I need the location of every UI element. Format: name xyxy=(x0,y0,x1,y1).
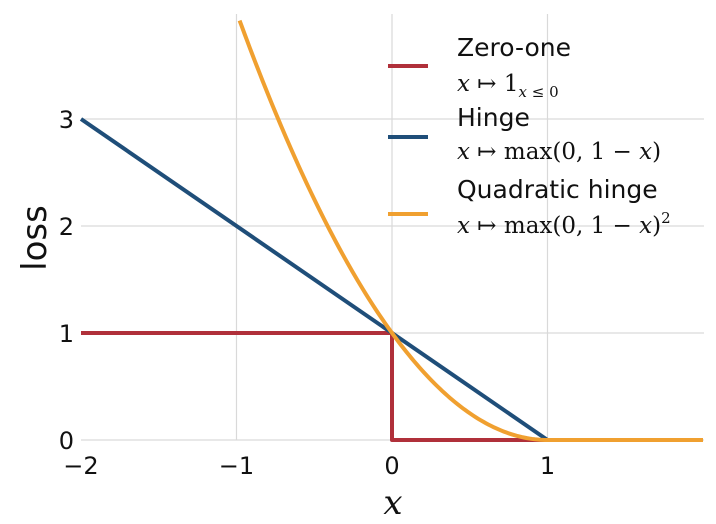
series-line-quadratic-hinge xyxy=(237,19,703,442)
y-tick-label: 2 xyxy=(59,213,74,241)
y-tick-label: 0 xyxy=(59,427,74,455)
legend-name-hinge: Hinge xyxy=(457,103,530,132)
y-tick-label: 1 xyxy=(59,320,74,348)
series-lines xyxy=(79,19,703,442)
y-axis-label: loss xyxy=(15,205,55,271)
x-tick-label: −2 xyxy=(63,452,98,480)
x-axis-label: x xyxy=(383,483,402,523)
legend-name-quadratic-hinge: Quadratic hinge xyxy=(457,175,658,204)
x-tick-label: 0 xyxy=(384,452,399,480)
tick-labels: −2 −1 0 1 0 1 2 3 xyxy=(59,106,555,480)
legend-name-zero-one: Zero-one xyxy=(457,33,571,62)
legend-formula-hinge: x ↦ max(0, 1 − x) xyxy=(457,139,661,165)
legend-formula-quadratic-hinge: x ↦ max(0, 1 − x)2 xyxy=(457,209,671,239)
x-tick-label: −1 xyxy=(219,452,254,480)
x-tick-label: 1 xyxy=(540,452,555,480)
legend: Zero-one x ↦ 1x ≤ 0 Hinge x ↦ max(0, 1 −… xyxy=(388,33,671,239)
series-line-zero-one xyxy=(81,331,703,442)
y-tick-label: 3 xyxy=(59,106,74,134)
legend-formula-zero-one: x ↦ 1x ≤ 0 xyxy=(457,71,559,101)
